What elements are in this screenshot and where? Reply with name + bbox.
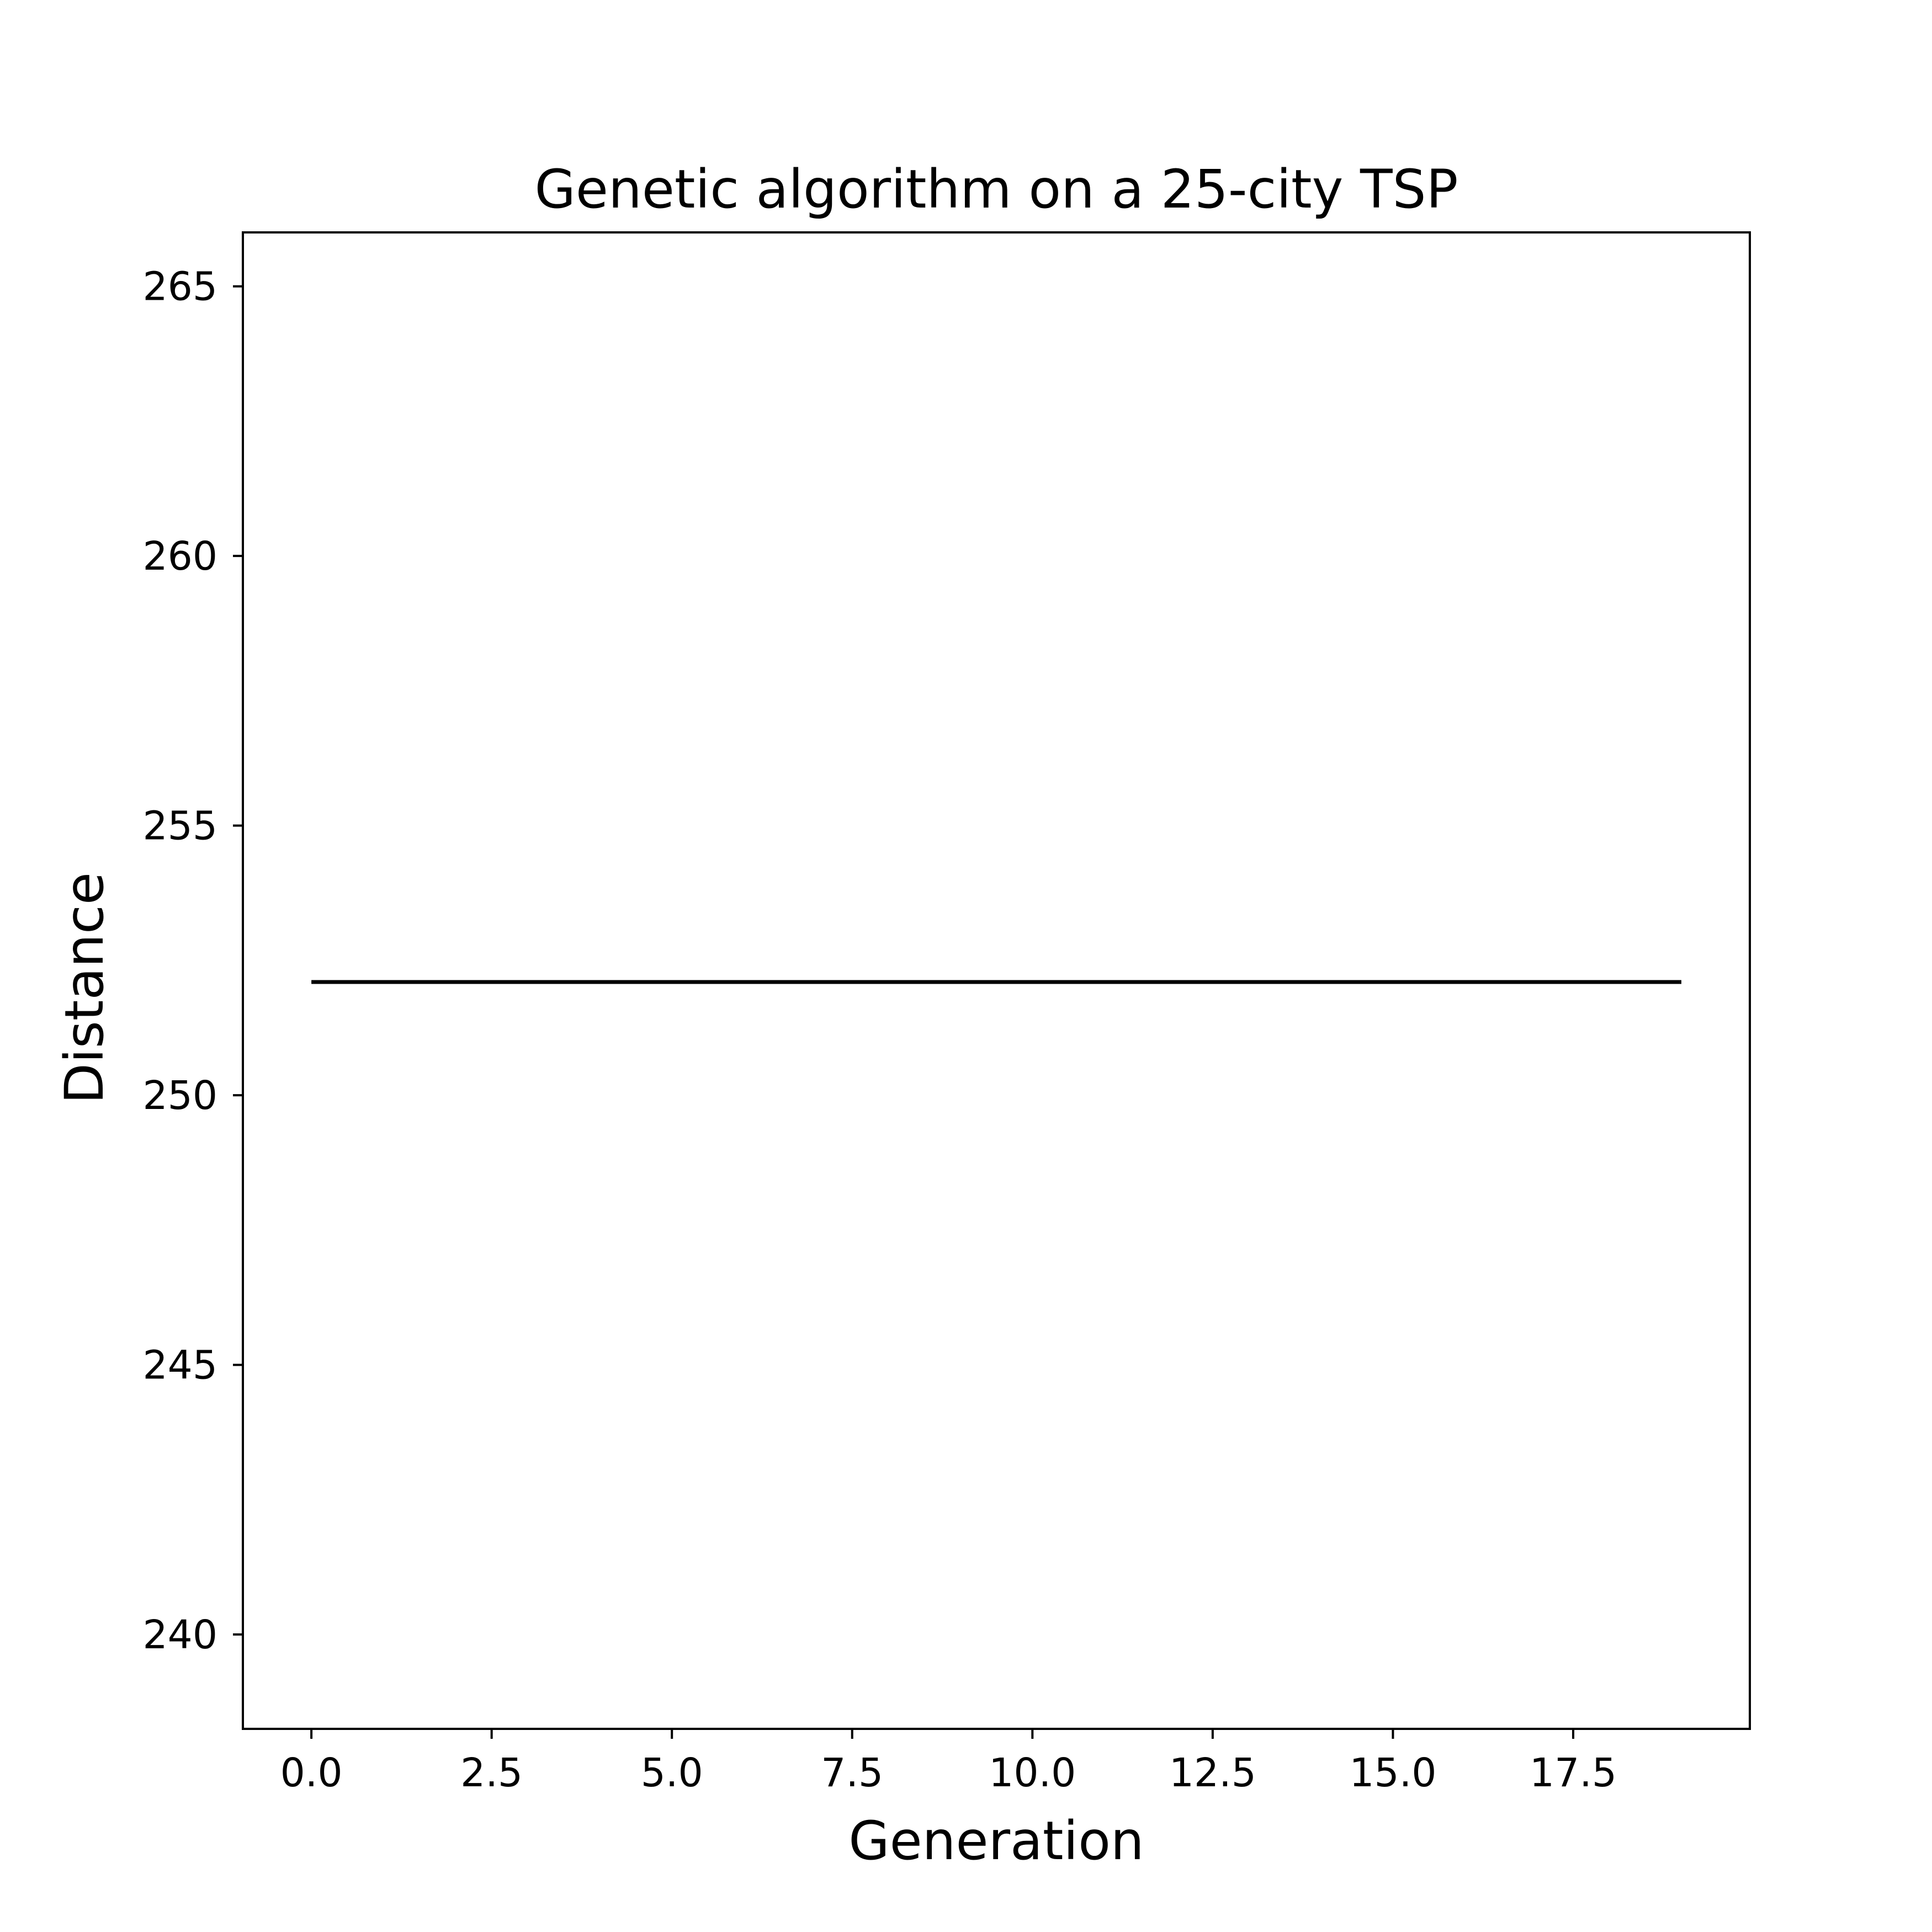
x-tick-label: 10.0 bbox=[989, 1750, 1076, 1796]
y-axis-ticks: 240 245 250 255 260 265 bbox=[142, 264, 243, 1658]
chart-title: Genetic algorithm on a 25-city TSP bbox=[535, 158, 1458, 220]
y-axis-label: Distance bbox=[54, 872, 115, 1104]
plot-frame bbox=[242, 231, 1751, 1730]
y-tick-label: 250 bbox=[142, 1073, 217, 1118]
x-tick-label: 17.5 bbox=[1530, 1750, 1617, 1796]
y-tick-label: 265 bbox=[142, 264, 217, 310]
y-tick-label: 260 bbox=[142, 533, 217, 579]
y-tick-label: 245 bbox=[142, 1342, 217, 1388]
x-tick-label: 12.5 bbox=[1169, 1750, 1256, 1796]
x-tick-label: 2.5 bbox=[460, 1750, 523, 1796]
x-axis-ticks: 0.0 2.5 5.0 7.5 10.0 12.5 15.0 17.5 bbox=[280, 1729, 1617, 1796]
x-axis-label: Generation bbox=[848, 1810, 1144, 1872]
x-tick-label: 7.5 bbox=[821, 1750, 883, 1796]
y-tick-label: 240 bbox=[142, 1612, 217, 1658]
x-tick-label: 15.0 bbox=[1349, 1750, 1436, 1796]
x-tick-label: 0.0 bbox=[280, 1750, 343, 1796]
y-tick-label: 255 bbox=[142, 803, 217, 849]
x-tick-label: 5.0 bbox=[641, 1750, 703, 1796]
